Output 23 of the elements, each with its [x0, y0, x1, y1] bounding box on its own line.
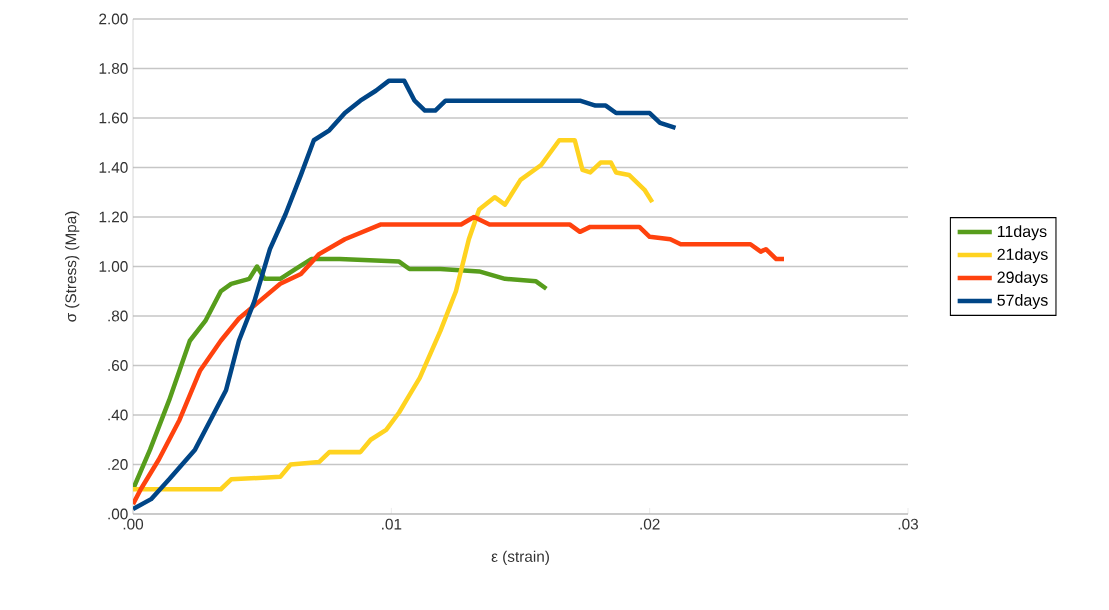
y-tick-label: 1.40: [99, 162, 128, 173]
x-tick-label: .00: [123, 518, 144, 530]
line-series: [133, 138, 655, 492]
y-tick-label: 1.60: [99, 112, 128, 124]
y-tick-label: .00: [108, 508, 128, 520]
y-tick-label: .60: [108, 360, 128, 371]
legend-label: 57days: [997, 294, 1048, 310]
y-tick-label: 1.00: [99, 261, 128, 272]
y-tick-label: .20: [108, 459, 128, 470]
x-tick-label: .01: [382, 518, 402, 530]
legend-label: 29days: [997, 271, 1048, 287]
y-tick-label: .80: [108, 310, 128, 322]
y-tick-label: 1.80: [99, 63, 128, 74]
x-axis-title: ε (strain): [491, 550, 549, 566]
legend-label: 11days: [997, 225, 1047, 241]
legend-label: 21days: [997, 248, 1048, 264]
x-tick-label: .03: [898, 518, 918, 530]
y-tick-label: 2.00: [99, 13, 128, 25]
x-tick-label: .02: [640, 518, 660, 530]
line-series: [133, 214, 787, 507]
y-tick-label: 1.20: [99, 211, 128, 223]
y-axis-title: σ (Stress) (Mpa): [65, 211, 80, 322]
y-tick-label: .40: [108, 409, 128, 421]
